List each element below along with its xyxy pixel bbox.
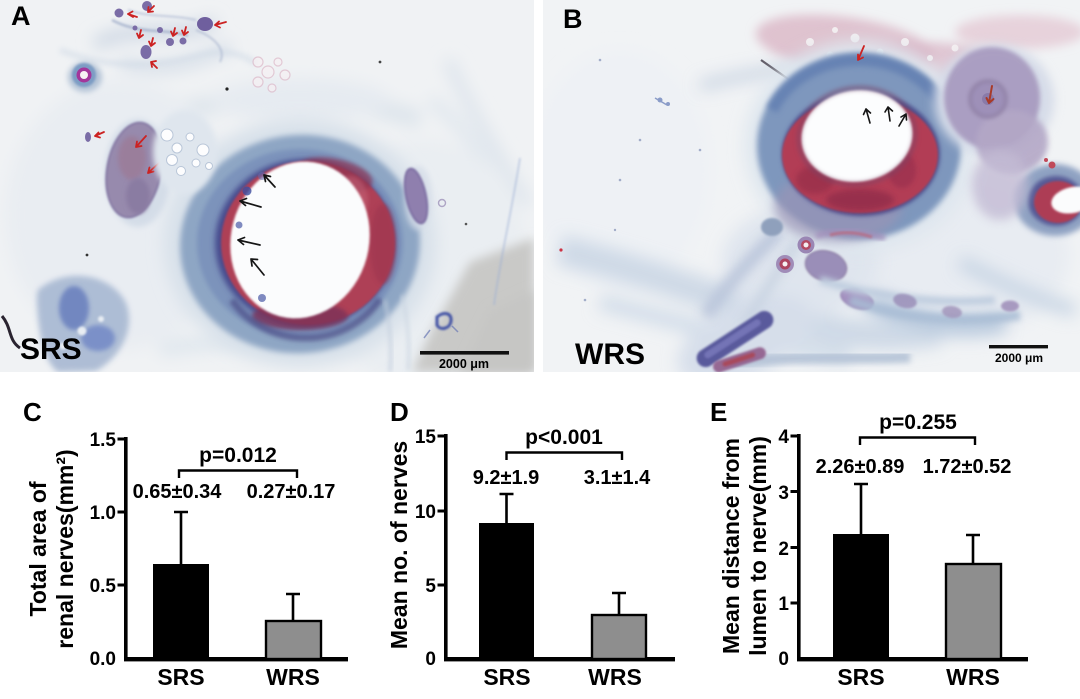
svg-text:SRS: SRS	[483, 664, 530, 690]
svg-text:1.5: 1.5	[90, 430, 117, 451]
svg-text:1: 1	[778, 594, 789, 615]
svg-text:0.5: 0.5	[90, 576, 117, 597]
svg-text:WRS: WRS	[946, 664, 1000, 690]
svg-text:0.27±0.17: 0.27±0.17	[247, 481, 336, 503]
svg-text:C: C	[23, 397, 42, 427]
svg-text:15: 15	[415, 427, 437, 448]
svg-text:4: 4	[778, 427, 789, 448]
svg-text:WRS: WRS	[266, 664, 320, 690]
svg-text:5: 5	[425, 576, 436, 597]
svg-text:3: 3	[778, 483, 789, 504]
svg-text:p<0.001: p<0.001	[525, 426, 603, 449]
svg-text:p=0.255: p=0.255	[879, 411, 957, 434]
svg-text:1.0: 1.0	[90, 503, 116, 524]
svg-text:0.0: 0.0	[90, 649, 116, 670]
svg-text:WRS: WRS	[575, 338, 645, 371]
svg-text:1.72±0.52: 1.72±0.52	[923, 456, 1012, 478]
svg-text:lumen to nerve(mm): lumen to nerve(mm)	[745, 436, 771, 656]
svg-text:0: 0	[425, 649, 436, 670]
svg-text:3.1±1.4: 3.1±1.4	[584, 467, 651, 489]
svg-text:Mean no. of nerves: Mean no. of nerves	[386, 441, 412, 649]
svg-text:E: E	[710, 397, 727, 427]
svg-text:2000 μm: 2000 μm	[995, 351, 1043, 365]
svg-text:WRS: WRS	[588, 664, 642, 690]
svg-text:p=0.012: p=0.012	[199, 444, 277, 467]
svg-text:0.65±0.34: 0.65±0.34	[133, 481, 223, 503]
svg-text:2: 2	[778, 539, 789, 560]
svg-text:SRS: SRS	[157, 664, 204, 690]
svg-text:2000 μm: 2000 μm	[439, 357, 489, 371]
svg-text:B: B	[563, 4, 583, 34]
svg-text:SRS: SRS	[837, 664, 884, 690]
svg-text:A: A	[11, 1, 31, 31]
svg-text:2.26±0.89: 2.26±0.89	[816, 456, 905, 478]
svg-text:D: D	[390, 397, 409, 427]
svg-text:SRS: SRS	[20, 333, 82, 366]
svg-text:Total area of: Total area of	[25, 481, 51, 616]
svg-text:0: 0	[778, 649, 789, 670]
svg-text:renal nerves(mm²): renal nerves(mm²)	[52, 449, 78, 648]
svg-text:9.2±1.9: 9.2±1.9	[473, 467, 540, 489]
svg-text:Mean distance from: Mean distance from	[718, 438, 744, 654]
svg-text:10: 10	[415, 502, 436, 523]
